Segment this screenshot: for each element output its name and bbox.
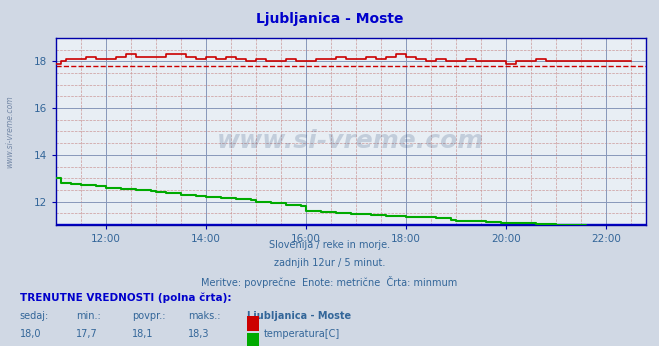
Text: sedaj:: sedaj: bbox=[20, 311, 49, 321]
Text: min.:: min.: bbox=[76, 311, 101, 321]
Text: povpr.:: povpr.: bbox=[132, 311, 165, 321]
Text: Meritve: povprečne  Enote: metrične  Črta: minmum: Meritve: povprečne Enote: metrične Črta:… bbox=[202, 276, 457, 289]
Text: www.si-vreme.com: www.si-vreme.com bbox=[217, 129, 484, 153]
Text: 17,7: 17,7 bbox=[76, 329, 98, 339]
Text: zadnjih 12ur / 5 minut.: zadnjih 12ur / 5 minut. bbox=[273, 258, 386, 268]
Text: 18,0: 18,0 bbox=[20, 329, 42, 339]
Text: temperatura[C]: temperatura[C] bbox=[264, 329, 341, 339]
Text: Ljubljanica - Moste: Ljubljanica - Moste bbox=[247, 311, 351, 321]
Text: 18,3: 18,3 bbox=[188, 329, 210, 339]
Text: www.si-vreme.com: www.si-vreme.com bbox=[5, 95, 14, 168]
Text: Ljubljanica - Moste: Ljubljanica - Moste bbox=[256, 12, 403, 26]
Text: TRENUTNE VREDNOSTI (polna črta):: TRENUTNE VREDNOSTI (polna črta): bbox=[20, 292, 231, 303]
Text: Slovenija / reke in morje.: Slovenija / reke in morje. bbox=[269, 240, 390, 251]
Text: 18,1: 18,1 bbox=[132, 329, 154, 339]
Text: maks.:: maks.: bbox=[188, 311, 220, 321]
